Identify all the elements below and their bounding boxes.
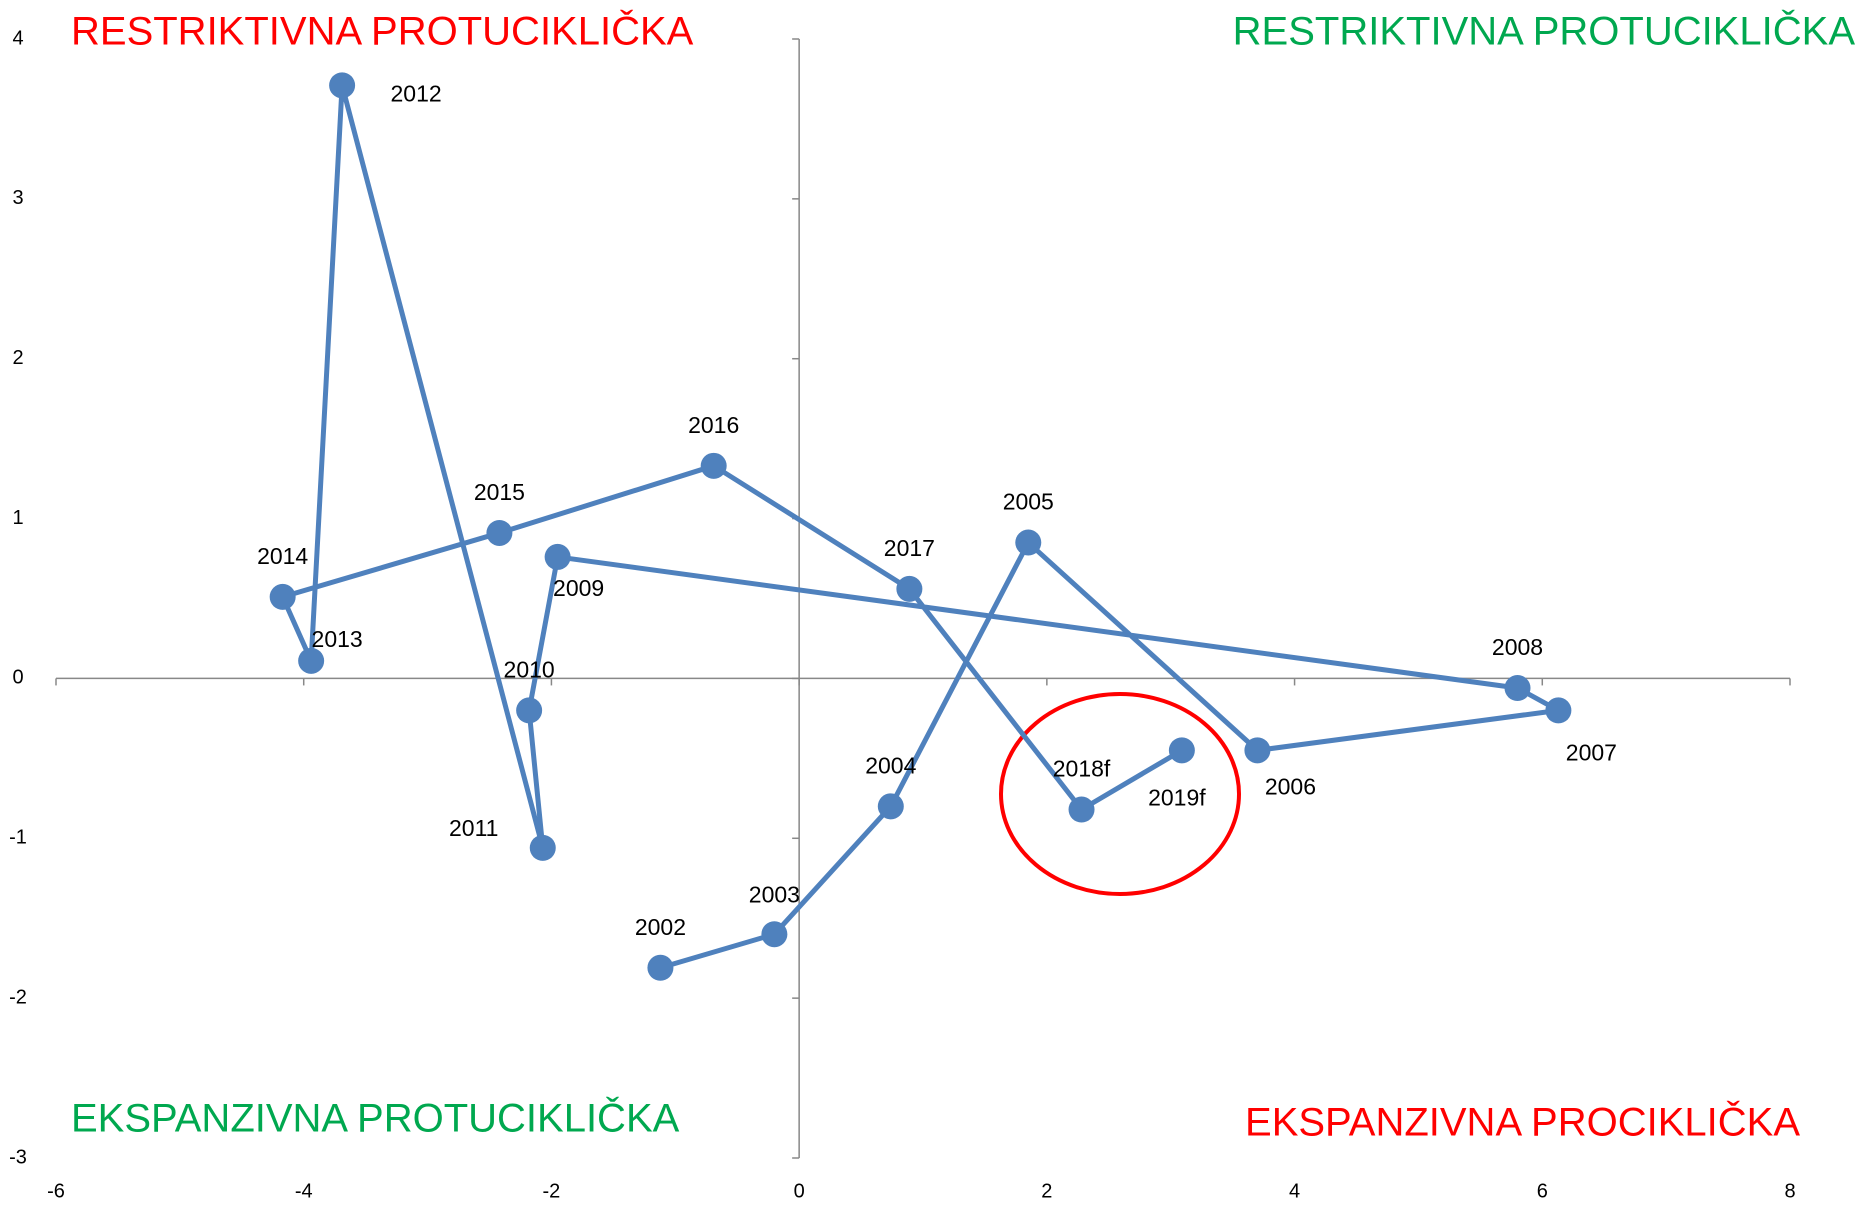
point (647, 954, 674, 981)
point-label: 2010 (504, 656, 555, 682)
point (298, 647, 325, 674)
point-label: 2009 (553, 575, 604, 601)
x-tick-label: 2 (1041, 1180, 1052, 1202)
point (1244, 737, 1271, 764)
y-tick-label: 2 (12, 347, 23, 369)
y-tick-label: 1 (12, 507, 23, 529)
point-label: 2006 (1265, 773, 1316, 799)
point (486, 519, 513, 546)
point-label: 2016 (688, 412, 739, 438)
point (896, 575, 923, 602)
point-label: 2002 (635, 914, 686, 940)
point (1068, 796, 1095, 823)
y-tick-label: -1 (9, 827, 27, 849)
y-tick-label: -2 (9, 986, 27, 1008)
y-tick-label: -3 (9, 1146, 27, 1168)
quadrant-label: EKSPANZIVNA PROTUCIKLIČKA (71, 1096, 680, 1141)
x-tick-label: -4 (295, 1180, 313, 1202)
point-label: 2015 (474, 479, 525, 505)
point-label: 2008 (1492, 634, 1543, 660)
point (877, 793, 904, 820)
series-line (280, 82, 1561, 971)
point (1168, 737, 1195, 764)
point (761, 921, 788, 948)
x-tick-label: 4 (1289, 1180, 1300, 1202)
point (516, 697, 543, 724)
point-label: 2017 (884, 535, 935, 561)
point (529, 834, 556, 861)
point (269, 583, 296, 610)
y-tick-label: 4 (12, 27, 23, 49)
point-label: 2019f (1148, 784, 1206, 810)
point (700, 452, 727, 479)
point (329, 72, 356, 99)
y-tick-label: 0 (12, 667, 23, 689)
point-label: 2013 (312, 626, 363, 652)
point (544, 543, 571, 570)
y-tick-label: 3 (12, 187, 23, 209)
quadrant-label: RESTRIKTIVNA PROTUCIKLIČKA (1233, 9, 1856, 54)
x-tick-label: 0 (794, 1180, 805, 1202)
x-tick-label: -2 (543, 1180, 561, 1202)
x-tick-label: -6 (47, 1180, 65, 1202)
point (1504, 675, 1531, 702)
point-label: 2011 (449, 815, 498, 841)
x-tick-label: 6 (1537, 1180, 1548, 1202)
point-label: 2004 (865, 752, 916, 778)
quadrant-label: RESTRIKTIVNA PROTUCIKLIČKA (71, 9, 694, 54)
point-label: 2018f (1053, 756, 1111, 782)
point-label: 2007 (1566, 739, 1617, 765)
point-label: 2012 (391, 80, 442, 106)
point (1015, 529, 1042, 556)
quadrant-label: EKSPANZIVNA PROCIKLIČKA (1245, 1100, 1800, 1145)
point (1545, 697, 1572, 724)
point-label: 2003 (749, 881, 800, 907)
point-label: 2005 (1003, 489, 1054, 515)
point-label: 2014 (257, 543, 308, 569)
highlight-ellipse (999, 692, 1241, 896)
x-tick-label: 8 (1784, 1180, 1795, 1202)
